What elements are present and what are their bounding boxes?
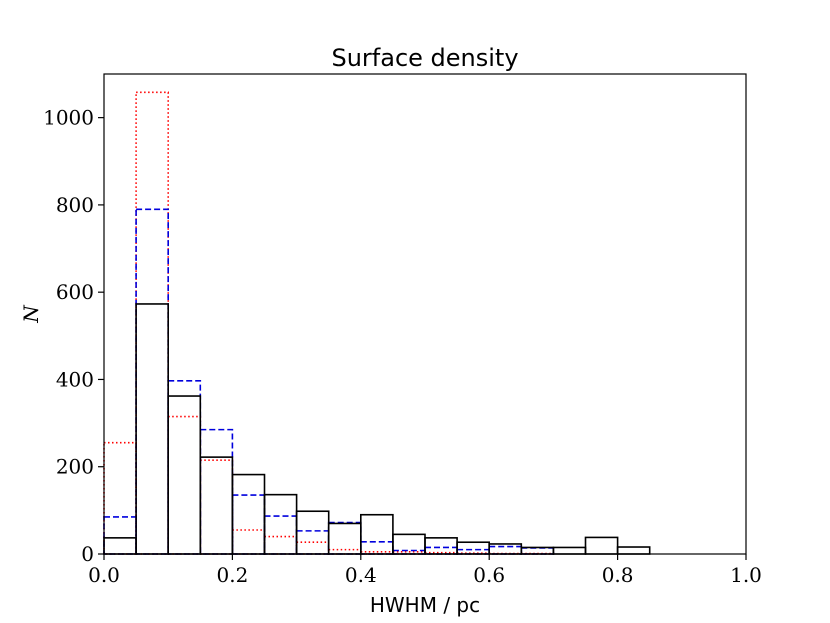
dotted-red-bar <box>231 529 266 555</box>
x-tick-label: 0.2 <box>216 563 248 587</box>
y-tick-label: 600 <box>56 280 94 304</box>
dashed-blue-bar <box>263 515 298 555</box>
series-solid-black <box>103 303 651 555</box>
y-axis-label: N <box>19 304 43 324</box>
dashed-blue-bar <box>167 379 202 555</box>
solid-black-bar <box>199 456 234 555</box>
dashed-blue-bar <box>103 516 137 555</box>
dotted-red-bar <box>263 535 298 555</box>
solid-black-bar <box>103 537 137 555</box>
dotted-red-bar <box>103 441 137 555</box>
x-tick-label: 0.0 <box>88 563 120 587</box>
y-tick-label: 0 <box>81 542 94 566</box>
y-tick-label: 1000 <box>43 106 94 130</box>
solid-black-bar <box>488 543 523 555</box>
dashed-blue-bar <box>199 428 234 555</box>
solid-black-bar <box>584 536 619 555</box>
solid-black-bar <box>456 541 491 555</box>
dashed-blue-bar <box>135 208 170 555</box>
x-tick-label: 0.6 <box>473 563 505 587</box>
y-axis-ticks: 0 200 400 600 800 1000 <box>43 106 104 566</box>
plot-frame <box>103 73 747 555</box>
solid-black-bar <box>616 546 651 555</box>
solid-black-bar <box>135 303 170 555</box>
dotted-red-bar <box>167 415 202 555</box>
dotted-red-bar <box>135 91 170 555</box>
y-tick-label: 800 <box>56 193 94 217</box>
dotted-red-bar <box>295 541 330 555</box>
series-dotted-red <box>103 91 555 555</box>
y-tick-label: 200 <box>56 455 94 479</box>
x-tick-label: 1.0 <box>730 563 762 587</box>
solid-black-bar <box>359 513 394 555</box>
solid-black-bar <box>263 493 298 555</box>
solid-black-bar <box>552 546 587 555</box>
solid-black-bar <box>231 473 266 555</box>
solid-black-bar <box>167 395 202 555</box>
histogram-bars <box>103 91 651 555</box>
chart-title: Surface density <box>331 44 518 72</box>
dotted-red-bar <box>199 459 234 555</box>
x-axis-ticks: 0.0 0.2 0.4 0.6 0.8 1.0 <box>88 554 762 587</box>
x-tick-label: 0.8 <box>602 563 634 587</box>
y-tick-label: 400 <box>56 367 94 391</box>
solid-black-bar <box>295 510 330 555</box>
series-dashed-blue <box>103 208 555 555</box>
x-axis-label: HWHM / pc <box>370 593 480 617</box>
x-tick-label: 0.4 <box>345 563 377 587</box>
solid-black-bar <box>424 537 458 555</box>
dashed-blue-bar <box>231 494 266 555</box>
